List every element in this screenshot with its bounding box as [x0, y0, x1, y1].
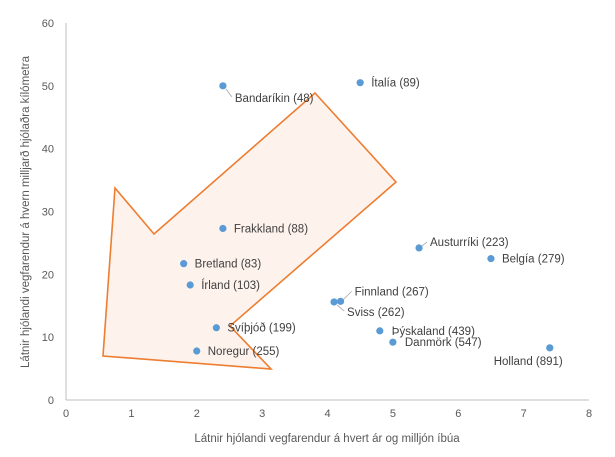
- x-tick-label: 2: [194, 408, 200, 420]
- x-tick-label: 7: [521, 408, 527, 420]
- point-label: Holland (891): [494, 356, 563, 368]
- axes: [65, 23, 589, 401]
- point-label: Bretland (83): [195, 259, 262, 271]
- y-tick-label: 50: [42, 81, 54, 93]
- x-tick-label: 0: [63, 408, 69, 420]
- data-point: [180, 260, 188, 268]
- point-label: Þýskaland (439): [392, 326, 475, 338]
- annotation-arrow: [102, 91, 398, 370]
- point-label: Írland (103): [201, 279, 260, 292]
- x-tick-label: 6: [455, 408, 461, 420]
- point-label: Frakkland (88): [234, 223, 308, 235]
- data-point: [219, 82, 227, 90]
- leader-line: [421, 241, 428, 247]
- data-point: [186, 281, 194, 289]
- x-tick-label: 8: [586, 408, 592, 420]
- data-point: [336, 297, 345, 305]
- data-points: [180, 79, 554, 355]
- point-label: Bandaríkin (48): [235, 93, 314, 105]
- x-axis-title: Látnir hjólandi vegfarendur á hvert ár o…: [194, 433, 460, 445]
- x-tick-label: 5: [390, 408, 396, 420]
- tick-labels: 0 1 2 3 4 5 6 7 8 0 10 20 30 40 50 60: [42, 18, 592, 420]
- point-label: Svíþjóð (199): [227, 323, 296, 335]
- data-point: [376, 327, 384, 335]
- point-label: Sviss (262): [347, 307, 405, 319]
- y-axis-title: Látnir hjólandi vegfarendur á hvern mill…: [20, 55, 32, 368]
- y-tick-label: 10: [42, 332, 54, 344]
- y-tick-label: 60: [42, 18, 54, 30]
- y-tick-label: 0: [48, 395, 54, 407]
- y-tick-label: 20: [42, 269, 54, 281]
- data-point: [212, 324, 220, 332]
- data-point: [415, 244, 423, 252]
- data-point: [330, 298, 338, 306]
- point-label: Finnland (267): [355, 286, 429, 298]
- point-label: Danmörk (547): [405, 337, 482, 349]
- point-label: Austurríki (223): [430, 237, 509, 249]
- y-tick-label: 40: [42, 144, 54, 156]
- leader-line: [336, 304, 345, 312]
- leader-lines: [225, 88, 428, 312]
- x-tick-label: 3: [259, 408, 265, 420]
- data-point: [219, 224, 227, 233]
- leader-line: [343, 291, 352, 300]
- leader-line: [225, 88, 233, 98]
- point-label: Ítalía (89): [371, 77, 420, 90]
- point-label: Noregur (255): [208, 346, 280, 358]
- data-point: [389, 338, 397, 346]
- data-point: [356, 79, 364, 87]
- point-labels: Bandaríkin (48) Ítalía (89) Frakkland (88)…: [195, 77, 565, 368]
- point-label: Belgía (279): [502, 254, 565, 266]
- y-tick-label: 30: [42, 207, 54, 219]
- data-point: [193, 347, 201, 355]
- x-tick-label: 4: [324, 408, 330, 420]
- data-point: [546, 344, 554, 352]
- data-point: [487, 255, 495, 263]
- x-tick-label: 1: [128, 408, 134, 420]
